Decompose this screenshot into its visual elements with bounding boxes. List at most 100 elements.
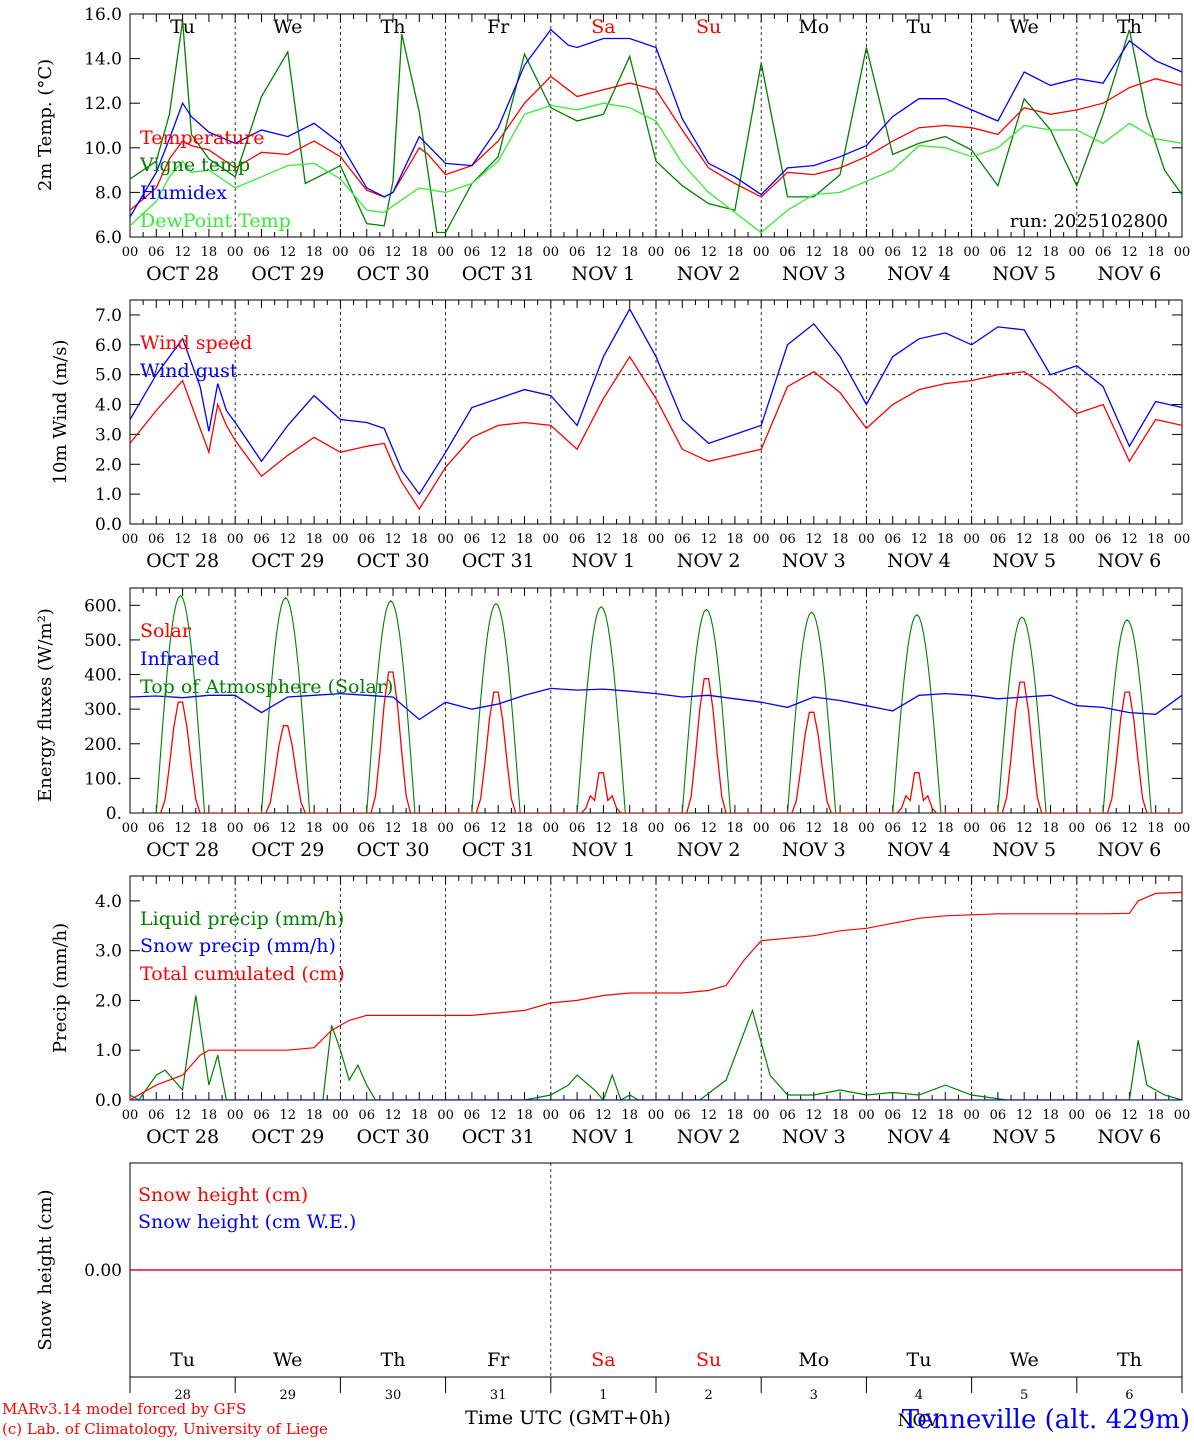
temperature-hour-label: 00 [332,245,349,260]
snow-day-number-label: 5 [1020,1388,1028,1403]
temp-series-2 [130,28,1182,218]
panel-snow: Tu 28 We 29 Th 30 Fr 31 Sa 1 Su 2 Mo 3 Tu 4 We 5 Th 6 [129,1162,1183,1403]
wind-ytick-label: 2.0 [95,455,122,475]
temp-legend-temperature: Temperature [140,127,264,149]
temperature-hour-label: 06 [358,245,375,260]
precip-hour-label: 06 [674,1108,691,1123]
precip-hour-label: 18 [727,1108,744,1123]
footer-time-label: Time UTC (GMT+0h) [465,1407,671,1429]
wind-legend-speed: Wind speed [140,332,252,354]
temperature-hour-label: 12 [806,245,823,260]
snow-ytick-label: 0.00 [84,1261,122,1281]
precip-hour-label: 00 [963,1108,980,1123]
temperature-hour-label: 18 [727,245,744,260]
precip-date-label: NOV 2 [677,1126,741,1148]
wind-hour-label: 06 [569,532,586,547]
wind-date-label: NOV 1 [572,550,636,572]
temperature-hour-label: 06 [674,245,691,260]
temperature-date-label: NOV 3 [782,263,846,285]
temperature-date-label: OCT 29 [251,263,324,285]
day-name-label: Mo [798,16,829,38]
wind-date-label: NOV 2 [677,550,741,572]
wind-hour-label: 12 [700,532,717,547]
temperature-hour-label: 18 [621,245,638,260]
snow-day-name-label: Sa [591,1349,615,1371]
precip-legend-liquid: Liquid precip (mm/h) [140,908,344,930]
wind-hour-label: 06 [779,532,796,547]
energy-date-label: OCT 30 [356,839,429,861]
temperature-hour-label: 00 [858,245,875,260]
wind-hour-label: 12 [911,532,928,547]
footer-model: MARv3.14 model forced by GFS [2,1400,246,1418]
energy-toa-series [155,594,1182,813]
energy-legend-solar: Solar [140,620,192,642]
day-name-label: We [1010,16,1039,38]
energy-hour-label: 00 [963,821,980,836]
temperature-ytick-label: 6.0 [95,228,122,248]
day-name-label: Th [1117,16,1142,38]
temperature-hour-label: 12 [911,245,928,260]
temperature-hour-label: 18 [1147,245,1164,260]
energy-hour-label: 18 [937,821,954,836]
snow-day-name-label: Su [696,1349,721,1371]
wind-frame [129,299,1183,525]
precip-hour-label: 06 [1095,1108,1112,1123]
energy-hour-label: 18 [1042,821,1059,836]
energy-hour-label: 06 [148,821,165,836]
energy-hour-label: 12 [174,821,191,836]
energy-infrared-series [130,687,1182,721]
precip-hour-label: 00 [1174,1108,1191,1123]
temperature-hour-label: 06 [569,245,586,260]
snow-day-name-label: We [273,1349,302,1371]
temperature-hour-label: 06 [884,245,901,260]
precip-date-label: OCT 28 [146,1126,219,1148]
precip-hour-label: 00 [1069,1108,1086,1123]
wind-hour-label: 06 [1095,532,1112,547]
temp-legend-vigne: Vigne temp [139,154,250,176]
precip-hour-label: 18 [1147,1108,1164,1123]
precip-hour-label: 06 [990,1108,1007,1123]
precip-series-2 [130,891,1182,1100]
temperature-hour-label: 06 [464,245,481,260]
temperature-hour-label: 12 [1121,245,1138,260]
temperature-hour-label: 06 [779,245,796,260]
wind-hour-label: 18 [1042,532,1059,547]
wind-hour-label: 06 [674,532,691,547]
energy-legend-infrared: Infrared [140,648,220,670]
wind-series-0 [130,355,1182,511]
energy-ytick-label: 400. [84,666,122,686]
day-name-label: Th [381,16,406,38]
energy-date-label: OCT 28 [146,839,219,861]
temperature-hour-label: 00 [753,245,770,260]
precip-hour-label: 06 [779,1108,796,1123]
temp-series-3 [130,102,1182,234]
precip-hour-label: 18 [621,1108,638,1123]
precip-date-label: OCT 31 [462,1126,535,1148]
wind-date-label: NOV 5 [992,550,1056,572]
energy-hour-label: 00 [437,821,454,836]
energy-ytick-label: 500. [84,631,122,651]
temperature-ytick-label: 16.0 [84,5,122,25]
panel-precip: 00 06 12 18 OCT 28 00 06 12 18 OCT 29 00 06 12 18 OCT … [95,875,1191,1148]
precip-hour-label: 12 [1121,1108,1138,1123]
precip-hour-label: 00 [858,1108,875,1123]
temperature-ytick-label: 10.0 [84,139,122,159]
precip-ytick-label: 0.0 [95,1091,122,1111]
wind-hour-label: 00 [963,532,980,547]
precip-date-label: OCT 30 [356,1126,429,1148]
energy-hour-label: 12 [595,821,612,836]
energy-hour-label: 12 [806,821,823,836]
temperature-hour-label: 06 [990,245,1007,260]
precip-hour-label: 12 [700,1108,717,1123]
temperature-hour-label: 00 [648,245,665,260]
wind-ytick-label: 4.0 [95,396,122,416]
temperature-date-label: NOV 1 [572,263,636,285]
temperature-date-label: OCT 31 [462,263,535,285]
energy-hour-label: 18 [411,821,428,836]
temperature-hour-label: 00 [437,245,454,260]
wind-hour-label: 12 [174,532,191,547]
precip-hour-label: 06 [358,1108,375,1123]
temperature-ytick-label: 12.0 [84,94,122,114]
snow-day-name-label: Tu [170,1349,195,1371]
